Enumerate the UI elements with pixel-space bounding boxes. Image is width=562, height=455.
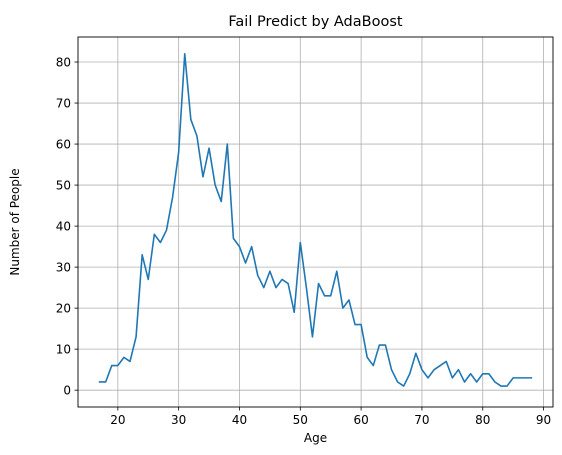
y-tick-label: 0 [63, 383, 71, 397]
ticks: 20 30 40 50 60 70 80 90 0 10 20 30 40 50 60 70 80 [56, 55, 551, 427]
x-tick-label: 60 [353, 413, 368, 427]
x-tick-label: 90 [536, 413, 551, 427]
x-tick-label: 70 [414, 413, 429, 427]
y-tick-label: 70 [56, 96, 71, 110]
x-tick-label: 80 [475, 413, 490, 427]
y-tick-label: 10 [56, 342, 71, 356]
x-tick-label: 40 [232, 413, 247, 427]
y-tick-label: 30 [56, 260, 71, 274]
y-tick-label: 50 [56, 178, 71, 192]
x-tick-label: 20 [110, 413, 125, 427]
chart-title: Fail Predict by AdaBoost [228, 14, 403, 30]
x-tick-label: 50 [293, 413, 308, 427]
x-tick-label: 30 [171, 413, 186, 427]
series-line [98, 53, 533, 387]
y-tick-label: 80 [56, 55, 71, 69]
y-axis-label: Number of People [8, 168, 22, 275]
axes-frame [77, 36, 554, 408]
x-axis-label: Age [304, 431, 327, 445]
y-tick-label: 20 [56, 301, 71, 315]
y-tick-label: 60 [56, 137, 71, 151]
y-tick-label: 40 [56, 219, 71, 233]
grid [78, 37, 553, 407]
